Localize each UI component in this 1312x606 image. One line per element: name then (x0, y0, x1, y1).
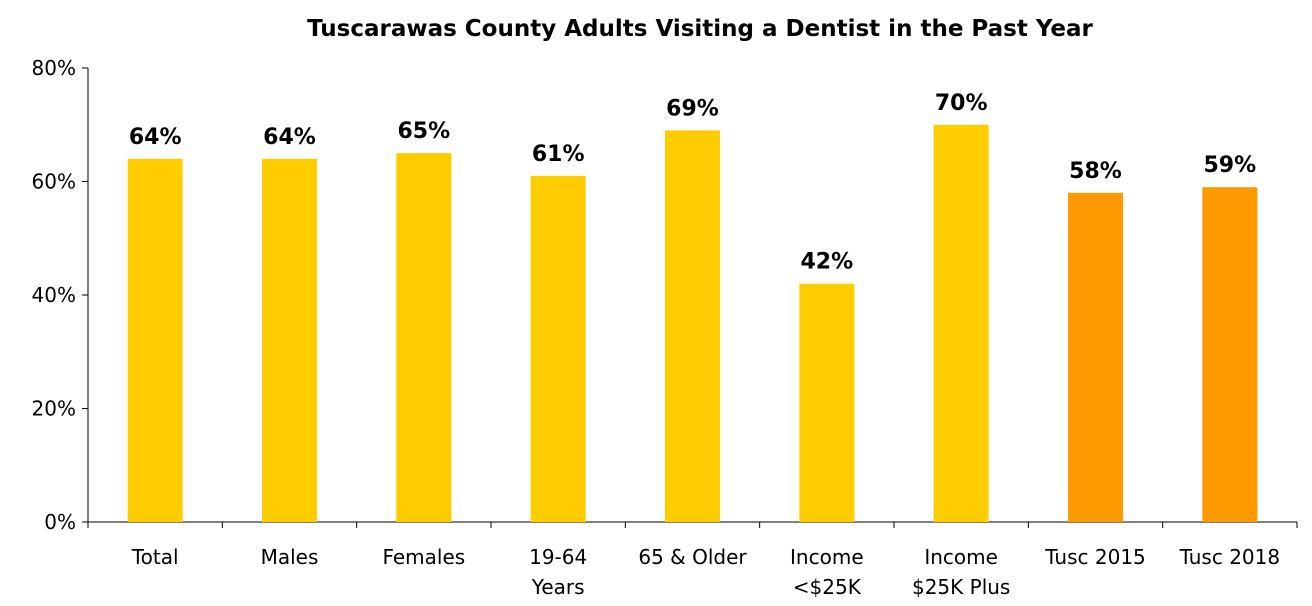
x-tick-label-line: Tusc 2018 (1179, 545, 1281, 569)
bar (262, 158, 317, 523)
data-label: 61% (532, 142, 585, 167)
x-tick-label-line: Tusc 2015 (1044, 545, 1146, 569)
y-tick-label: 60% (32, 170, 76, 194)
y-tick-label: 80% (32, 56, 76, 80)
x-tick-label-line: Income (790, 545, 864, 569)
x-tick-label: Income $25K Plus (912, 545, 1010, 599)
x-tick-label-line: 19-64 (529, 545, 587, 569)
x-tick-label: Income <$25K (790, 545, 864, 599)
x-tick-label-line: Income (924, 545, 998, 569)
bar (933, 124, 989, 522)
x-tick-label-line: Years (531, 575, 585, 599)
bar (1202, 187, 1258, 523)
x-tick-label-line: $25K Plus (912, 575, 1010, 599)
x-tick-label-line: Total (131, 545, 179, 569)
x-tick-label-line: Females (382, 545, 465, 569)
x-tick-label: 65 & Older (638, 545, 747, 569)
x-tick-label-line: <$25K (793, 575, 862, 599)
x-tick-label: Tusc 2015 (1044, 545, 1146, 569)
chart-title: Tuscarawas County Adults Visiting a Dent… (307, 16, 1093, 42)
x-tick-label: Males (261, 545, 319, 569)
data-label: 42% (800, 250, 853, 275)
bar (799, 283, 855, 522)
data-label: 64% (129, 125, 182, 150)
y-tick-label: 40% (32, 283, 76, 307)
y-tick-label: 0% (44, 510, 76, 534)
data-label: 64% (263, 125, 316, 150)
bar (127, 158, 183, 523)
x-tick-label: Total (131, 545, 179, 569)
data-label: 65% (397, 119, 450, 144)
y-tick-label: 20% (32, 397, 76, 421)
x-tick-label-line: Males (261, 545, 319, 569)
bar (396, 153, 452, 522)
data-label: 58% (1069, 159, 1122, 184)
data-label: 69% (666, 96, 719, 121)
data-label: 59% (1203, 153, 1256, 178)
x-tick-label-line: 65 & Older (638, 545, 747, 569)
bar (1068, 192, 1123, 522)
x-tick-label: Tusc 2018 (1179, 545, 1281, 569)
plot-area: 0% 20% 40% 60% 80% 64% Total 64% Males 65% Females… (32, 56, 1298, 599)
bar (665, 130, 720, 523)
bar (530, 175, 586, 522)
data-label: 70% (935, 91, 988, 116)
x-tick-label: Females (382, 545, 465, 569)
x-tick-label: 19-64 Years (529, 545, 587, 599)
